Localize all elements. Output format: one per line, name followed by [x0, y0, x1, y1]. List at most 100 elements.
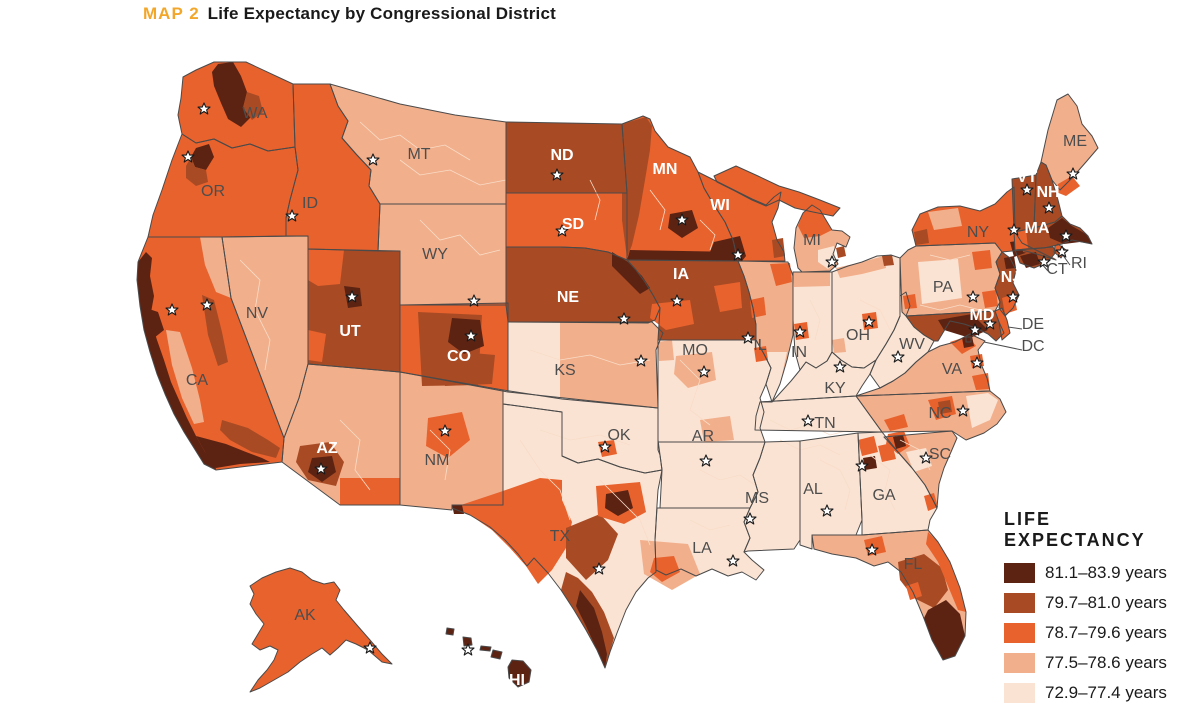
state-IN[interactable] [793, 272, 832, 370]
state-label-IN: IN [791, 344, 807, 361]
legend-range-label: 78.7–79.6 years [1045, 623, 1167, 642]
state-OK[interactable] [503, 390, 662, 473]
state-label-NE: NE [557, 289, 580, 306]
state-label-OR: OR [201, 183, 225, 200]
state-label-AL: AL [803, 481, 823, 498]
state-label-IA: IA [673, 266, 689, 283]
state-label-WI: WI [710, 197, 730, 214]
state-label-AR: AR [692, 428, 714, 445]
state-MD[interactable] [906, 311, 1004, 341]
state-label-PA: PA [933, 279, 953, 296]
state-label-NV: NV [246, 305, 269, 322]
legend-items: 81.1–83.9 years 79.7–81.0 years 78.7–79.6 … [1004, 563, 1194, 703]
state-WV[interactable] [870, 292, 934, 388]
legend-item: 72.9–77.4 years [1004, 683, 1194, 703]
state-label-NH: NH [1036, 184, 1059, 201]
legend-item: 78.7–79.6 years [1004, 623, 1194, 643]
state-label-MN: MN [653, 161, 678, 178]
state-label-SC: SC [929, 446, 951, 463]
state-label-HI: HI [509, 672, 525, 689]
state-label-ME: ME [1063, 133, 1087, 150]
state-label-NM: NM [425, 452, 450, 469]
state-label-TN: TN [814, 415, 835, 432]
figure-title: MAP 2 Life Expectancy by Congressional Di… [143, 4, 556, 24]
state-MN[interactable] [622, 116, 738, 261]
legend-swatch [1004, 593, 1035, 613]
state-label-KY: KY [824, 380, 846, 397]
state-AK[interactable] [250, 568, 392, 692]
state-label-ND: ND [550, 147, 573, 164]
state-AL[interactable] [800, 433, 862, 549]
state-labels: WA OR CA NV ID MT WY UT CO AZ NM ND SD NE KS OK TX MN IA MO… [186, 105, 1087, 689]
state-label-MT: MT [407, 146, 430, 163]
state-HI-big[interactable] [508, 660, 531, 687]
state-AR[interactable] [658, 442, 765, 508]
state-label-TX: TX [550, 528, 571, 545]
legend-range-label: 79.7–81.0 years [1045, 593, 1167, 612]
state-label-VA: VA [942, 361, 962, 378]
legend-range-label: 77.5–78.6 years [1045, 653, 1167, 672]
state-KY[interactable] [760, 352, 876, 402]
state-OH[interactable] [832, 255, 900, 368]
state-label-VT: VT [1017, 169, 1038, 186]
state-label-AK: AK [294, 607, 316, 624]
state-label-KS: KS [554, 362, 575, 379]
legend-range-label: 72.9–77.4 years [1045, 683, 1167, 702]
state-label-IL: IL [753, 337, 766, 354]
state-HI-maui[interactable] [491, 650, 502, 659]
state-label-AZ: AZ [316, 440, 338, 457]
state-NV[interactable] [222, 236, 308, 438]
state-label-OH: OH [846, 327, 870, 344]
state-DE[interactable] [995, 308, 1010, 340]
state-ID[interactable] [286, 84, 380, 251]
state-label-WY: WY [422, 246, 448, 263]
label-pointer-line [983, 341, 1023, 351]
state-MI-UP[interactable] [714, 166, 840, 216]
state-HI-kauai[interactable] [446, 628, 454, 635]
label-pointer-line [1007, 326, 1023, 330]
legend-item: 81.1–83.9 years [1004, 563, 1194, 583]
state-HI-oahu[interactable] [463, 637, 472, 646]
state-VA[interactable] [856, 334, 990, 396]
state-GA[interactable] [858, 432, 937, 535]
figure-title-text: Life Expectancy by Congressional Distric… [207, 4, 556, 23]
state-ND[interactable] [506, 122, 627, 193]
state-WI[interactable] [698, 172, 785, 261]
state-MS[interactable] [744, 441, 800, 552]
state-label-RI: RI [1071, 255, 1087, 272]
state-HI-molokai[interactable] [480, 646, 491, 651]
state-label-MS: MS [745, 490, 769, 507]
state-label-WA: WA [242, 105, 268, 122]
state-label-CA: CA [186, 372, 209, 389]
state-ME[interactable] [1041, 94, 1098, 190]
state-label-CO: CO [447, 348, 471, 365]
state-label-CT: CT [1046, 261, 1068, 278]
state-SD[interactable] [506, 193, 627, 260]
state-MT[interactable] [330, 84, 506, 204]
state-label-NY: NY [967, 224, 990, 241]
state-NH[interactable] [1034, 162, 1062, 228]
legend-range-label: 81.1–83.9 years [1045, 563, 1167, 582]
state-label-NJ: NJ [1001, 269, 1021, 286]
state-label-NC: NC [928, 405, 951, 422]
state-WY[interactable] [378, 204, 506, 305]
legend-swatch [1004, 563, 1035, 583]
state-label-SD: SD [562, 216, 584, 233]
state-label-OK: OK [607, 427, 630, 444]
state-label-DC: DC [1021, 338, 1044, 355]
state-label-UT: UT [339, 323, 361, 340]
state-label-LA: LA [692, 540, 712, 557]
legend-item: 79.7–81.0 years [1004, 593, 1194, 613]
state-label-MO: MO [682, 342, 708, 359]
state-label-WV: WV [899, 336, 925, 353]
state-label-MI: MI [803, 232, 821, 249]
state-label-DE: DE [1022, 316, 1044, 333]
legend-swatch [1004, 683, 1035, 703]
state-label-GA: GA [872, 487, 895, 504]
state-label-MA: MA [1025, 220, 1050, 237]
state-borders [136, 61, 1099, 693]
state-TN[interactable] [755, 396, 882, 432]
state-label-MD: MD [970, 307, 995, 324]
